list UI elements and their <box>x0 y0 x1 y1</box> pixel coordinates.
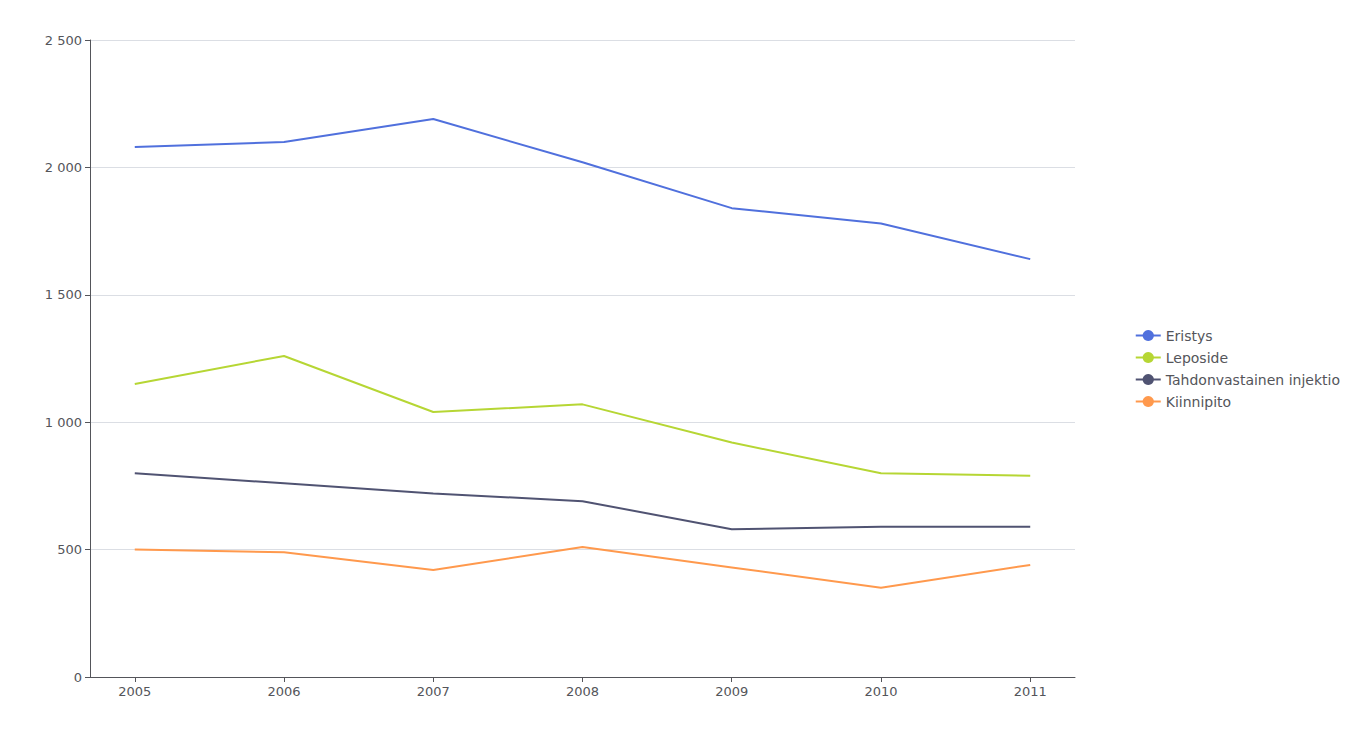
svg-text:Eristys: Eristys <box>1166 328 1213 344</box>
svg-text:Kiinnipito: Kiinnipito <box>1166 394 1231 410</box>
svg-text:0: 0 <box>74 670 82 685</box>
svg-text:1 500: 1 500 <box>45 287 82 302</box>
svg-text:2011: 2011 <box>1014 684 1047 699</box>
svg-text:1 000: 1 000 <box>45 415 82 430</box>
svg-text:2008: 2008 <box>566 684 599 699</box>
svg-text:2 500: 2 500 <box>45 33 82 48</box>
svg-text:2005: 2005 <box>118 684 151 699</box>
svg-text:2 000: 2 000 <box>45 160 82 175</box>
svg-text:2006: 2006 <box>267 684 300 699</box>
svg-text:2009: 2009 <box>715 684 748 699</box>
svg-text:Leposide: Leposide <box>1166 350 1228 366</box>
svg-text:500: 500 <box>57 542 82 557</box>
svg-text:2007: 2007 <box>417 684 450 699</box>
svg-text:2010: 2010 <box>864 684 897 699</box>
svg-text:Tahdonvastainen injektio: Tahdonvastainen injektio <box>1165 372 1340 388</box>
